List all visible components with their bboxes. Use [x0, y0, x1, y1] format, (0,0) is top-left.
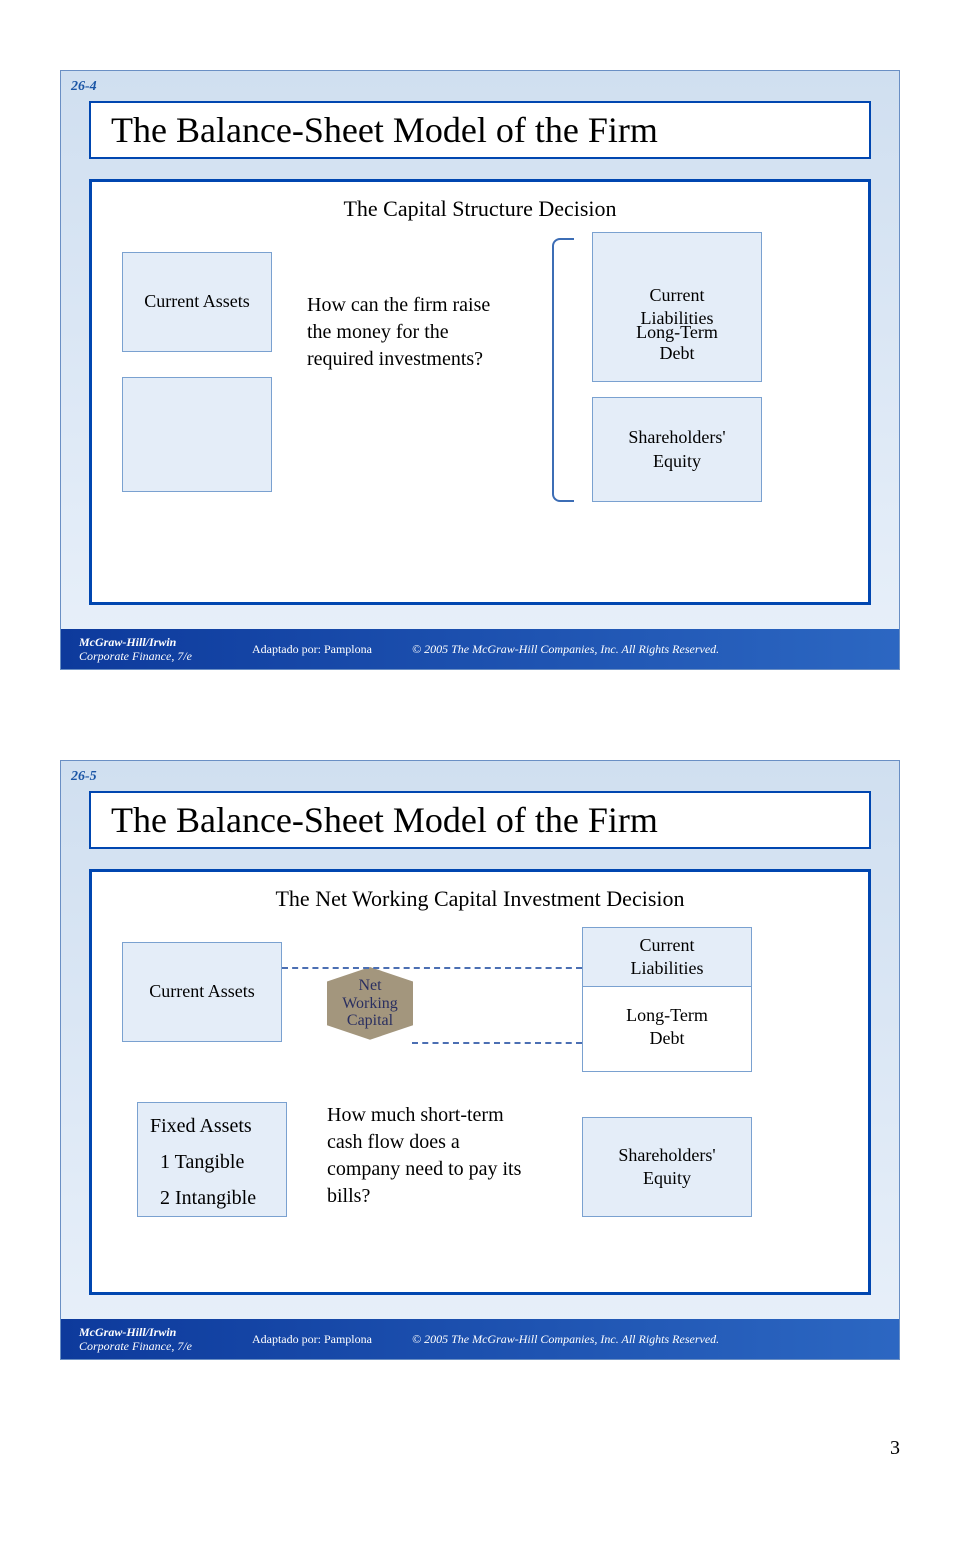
box-fixed-assets-border: x	[122, 377, 272, 492]
center-question: How can the firm raise the money for the…	[307, 292, 507, 373]
slide-number: 26-5	[71, 769, 97, 785]
box-shareholders-equity: Shareholders' Equity	[582, 1117, 752, 1217]
box-current-assets: Current Assets	[122, 942, 282, 1042]
footer-copyright: © 2005 The McGraw-Hill Companies, Inc. A…	[412, 1332, 719, 1347]
box-fixed-assets: Fixed Assets 1 Tangible 2 Intangible	[137, 1102, 287, 1217]
label-intangible: 2 Intangible	[150, 1185, 256, 1211]
slide-title: The Balance-Sheet Model of the Firm	[111, 799, 849, 841]
subtitle: The Capital Structure Decision	[92, 196, 868, 222]
slide-26-4: 26-4 The Balance-Sheet Model of the Firm…	[60, 70, 900, 670]
footer-copyright: © 2005 The McGraw-Hill Companies, Inc. A…	[412, 642, 719, 657]
slide-title: The Balance-Sheet Model of the Firm	[111, 109, 849, 151]
label-fixed-assets: Fixed Assets	[150, 1113, 252, 1139]
nwc-arrow-icon: Net Working Capital	[327, 967, 413, 1040]
dashed-line-bottom	[412, 1042, 582, 1044]
box-liabilities-border: x	[582, 927, 752, 1072]
label-tangible: 1 Tangible	[150, 1149, 244, 1175]
nwc-label: Net Working Capital	[327, 967, 413, 1040]
slide-footer: McGraw-Hill/Irwin Corporate Finance, 7/e…	[61, 629, 899, 669]
dashed-line-top	[282, 967, 582, 969]
content-area: The Capital Structure Decision Current A…	[89, 179, 871, 605]
label-longterm-debt: Long-Term Debt	[592, 322, 762, 364]
center-question: How much short-term cash flow does a com…	[327, 1102, 537, 1210]
footer-adapted: Adaptado por: Pamplona	[252, 1332, 372, 1347]
subtitle: The Net Working Capital Investment Decis…	[92, 886, 868, 912]
content-area: The Net Working Capital Investment Decis…	[89, 869, 871, 1295]
footer-book: Corporate Finance, 7/e	[79, 649, 192, 663]
slide-number: 26-4	[71, 79, 97, 95]
footer-book: Corporate Finance, 7/e	[79, 1339, 192, 1353]
footer-publisher: McGraw-Hill/Irwin	[79, 1325, 192, 1339]
slide-footer: McGraw-Hill/Irwin Corporate Finance, 7/e…	[61, 1319, 899, 1359]
title-box: The Balance-Sheet Model of the Firm	[89, 791, 871, 849]
footer-adapted: Adaptado por: Pamplona	[252, 642, 372, 657]
page-number: 3	[890, 1437, 900, 1460]
box-current-assets: Current Assets	[122, 252, 272, 352]
slide-26-5: 26-5 The Balance-Sheet Model of the Firm…	[60, 760, 900, 1360]
title-box: The Balance-Sheet Model of the Firm	[89, 101, 871, 159]
brace-icon	[552, 238, 574, 502]
box-shareholders-equity: Shareholders' Equity	[592, 397, 762, 502]
footer-publisher: McGraw-Hill/Irwin	[79, 635, 192, 649]
